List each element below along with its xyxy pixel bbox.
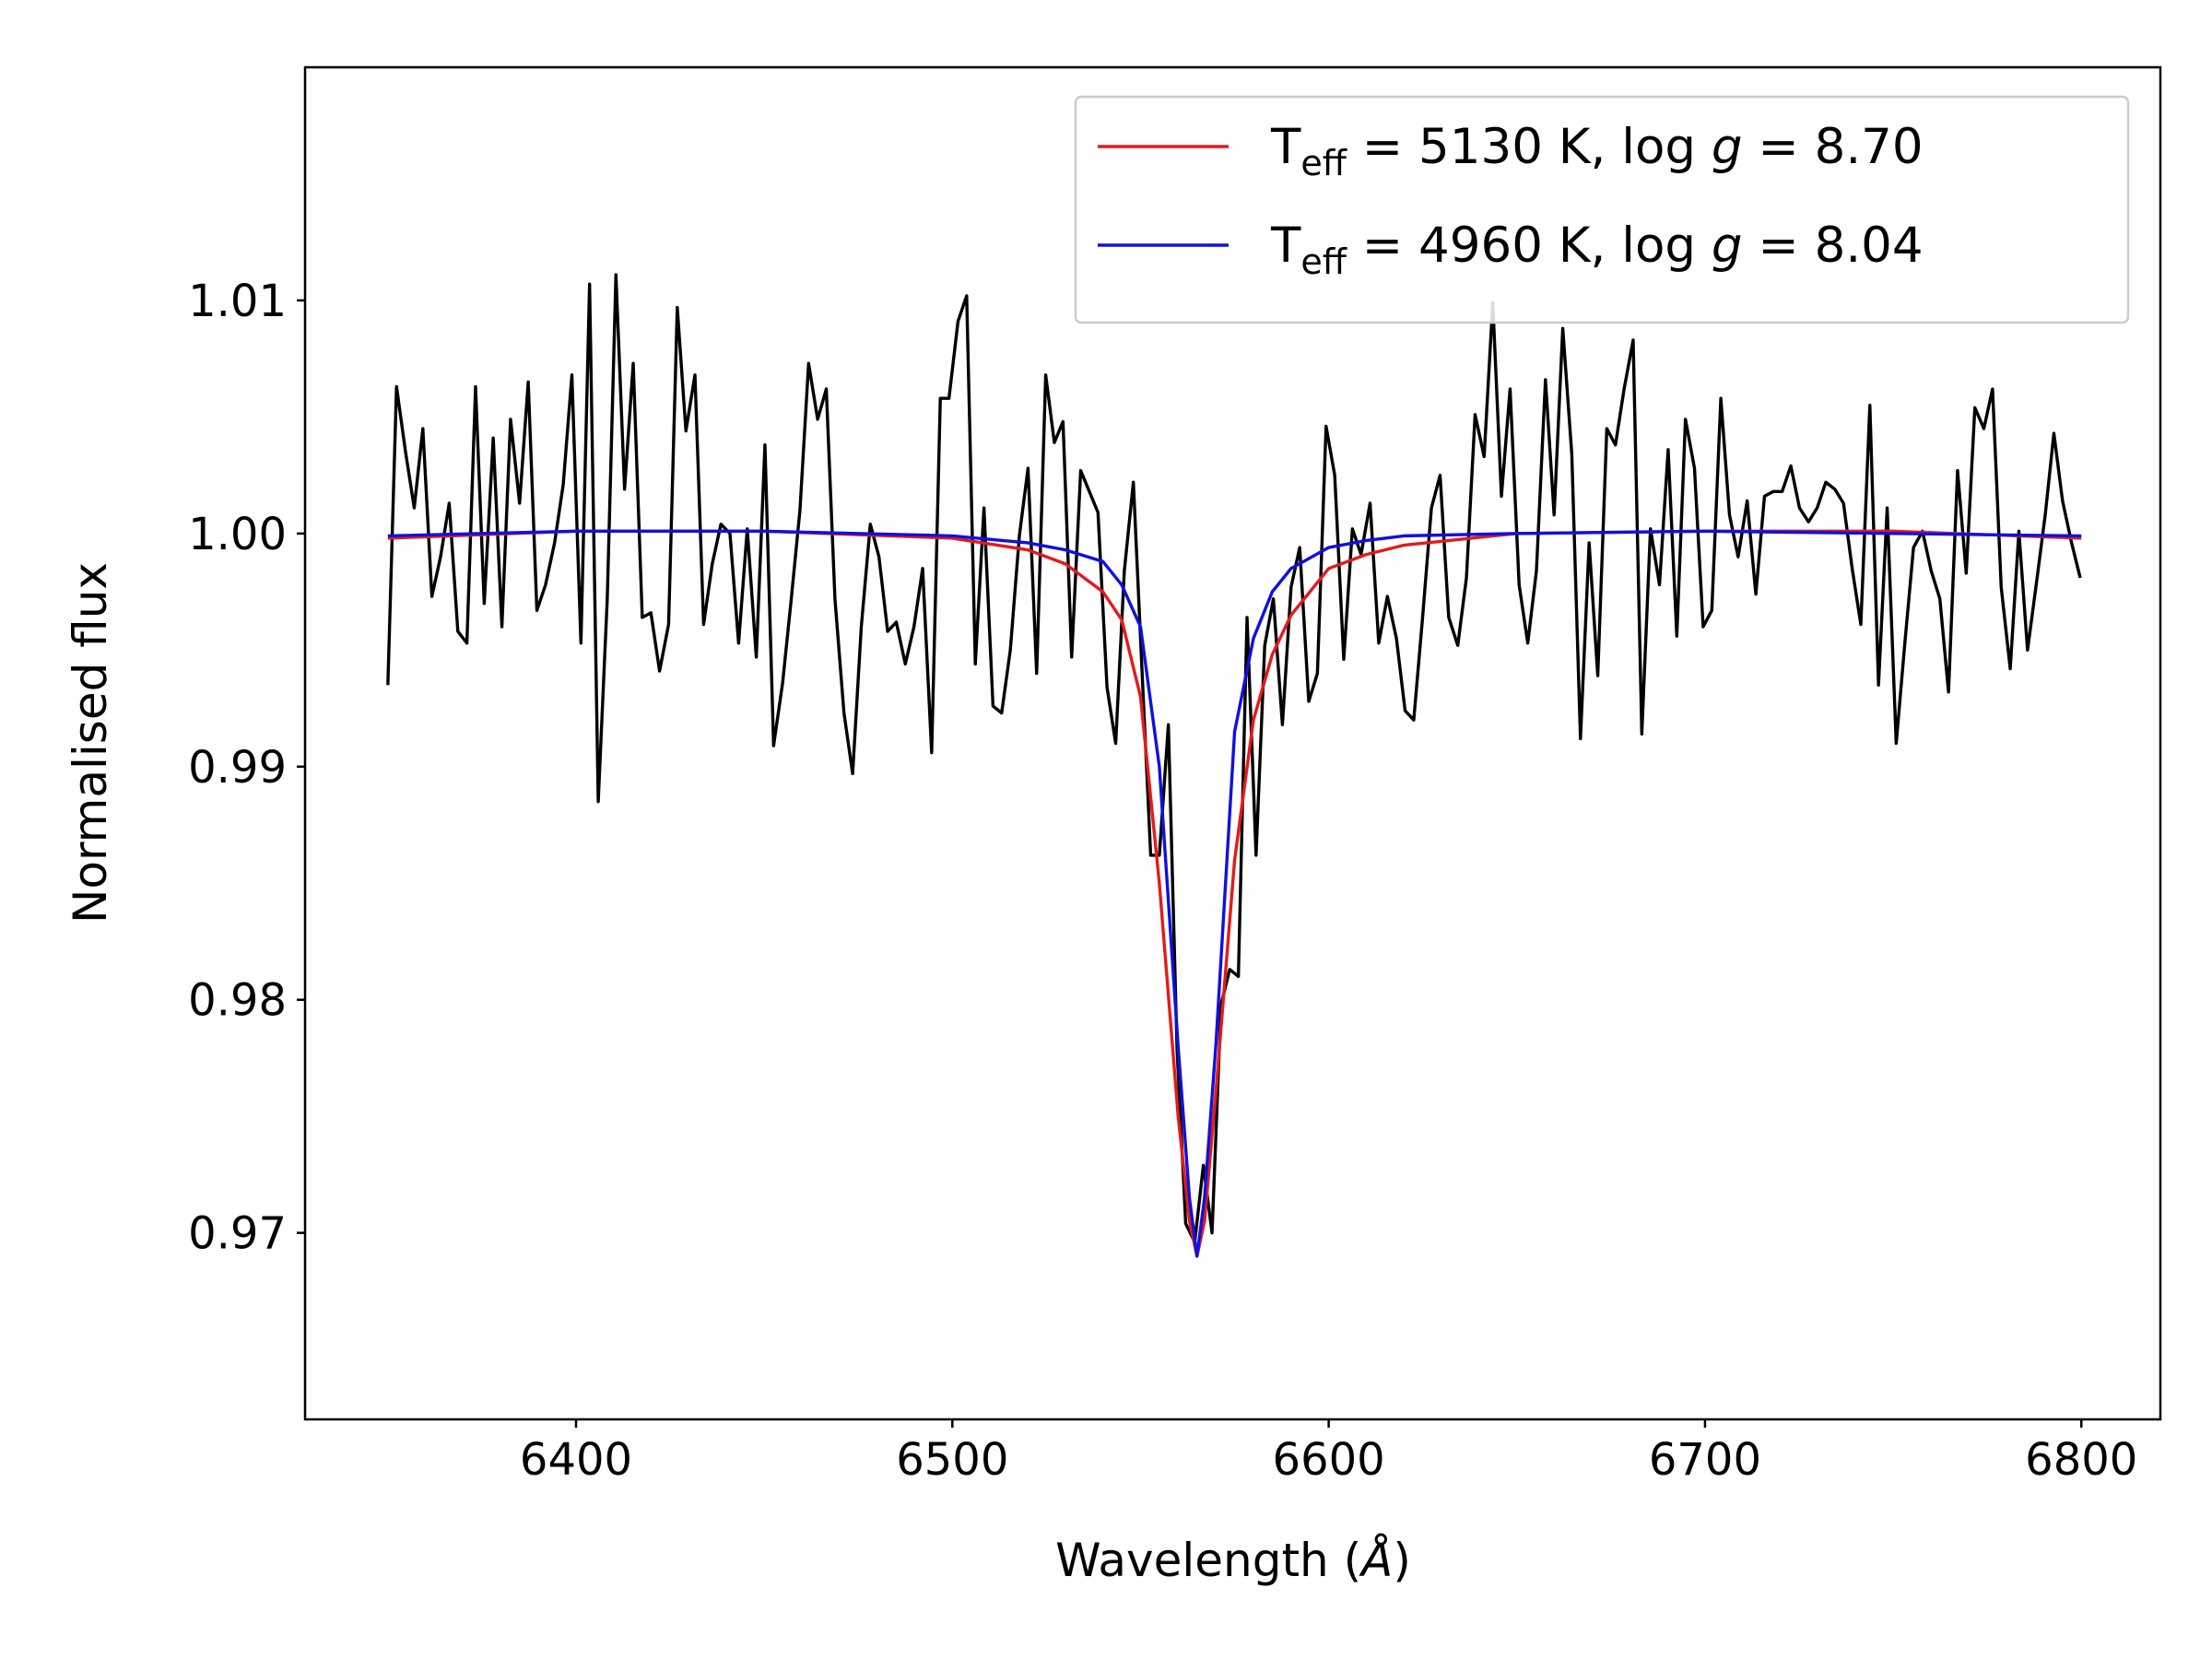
x-tick-label: 6700 <box>1649 1434 1761 1486</box>
legend-label: Teff = 5130 K, log g = 8.70 <box>1270 119 1924 183</box>
legend-box <box>1074 95 2130 324</box>
plot-frame <box>303 65 2162 1421</box>
y-axis-label: Normalised flux <box>64 562 117 924</box>
x-tick-label: 6600 <box>1273 1434 1385 1486</box>
x-axis-label: Wavelength (Å) <box>1055 1534 1411 1587</box>
series-line <box>387 529 2082 1258</box>
y-tick-label: 1.01 <box>188 276 287 327</box>
series-line <box>386 273 2082 1244</box>
x-tick-label: 6400 <box>520 1434 632 1486</box>
legend-label: Teff = 4960 K, log g = 8.04 <box>1270 218 1924 282</box>
y-tick-label: 0.97 <box>188 1208 287 1260</box>
y-tick-label: 0.99 <box>188 742 287 794</box>
y-tick-label: 0.98 <box>188 975 287 1027</box>
x-tick-label: 6500 <box>896 1434 1008 1486</box>
y-tick-label: 1.00 <box>188 509 287 560</box>
series-line <box>387 529 2082 1258</box>
x-tick-label: 6800 <box>2025 1434 2137 1486</box>
